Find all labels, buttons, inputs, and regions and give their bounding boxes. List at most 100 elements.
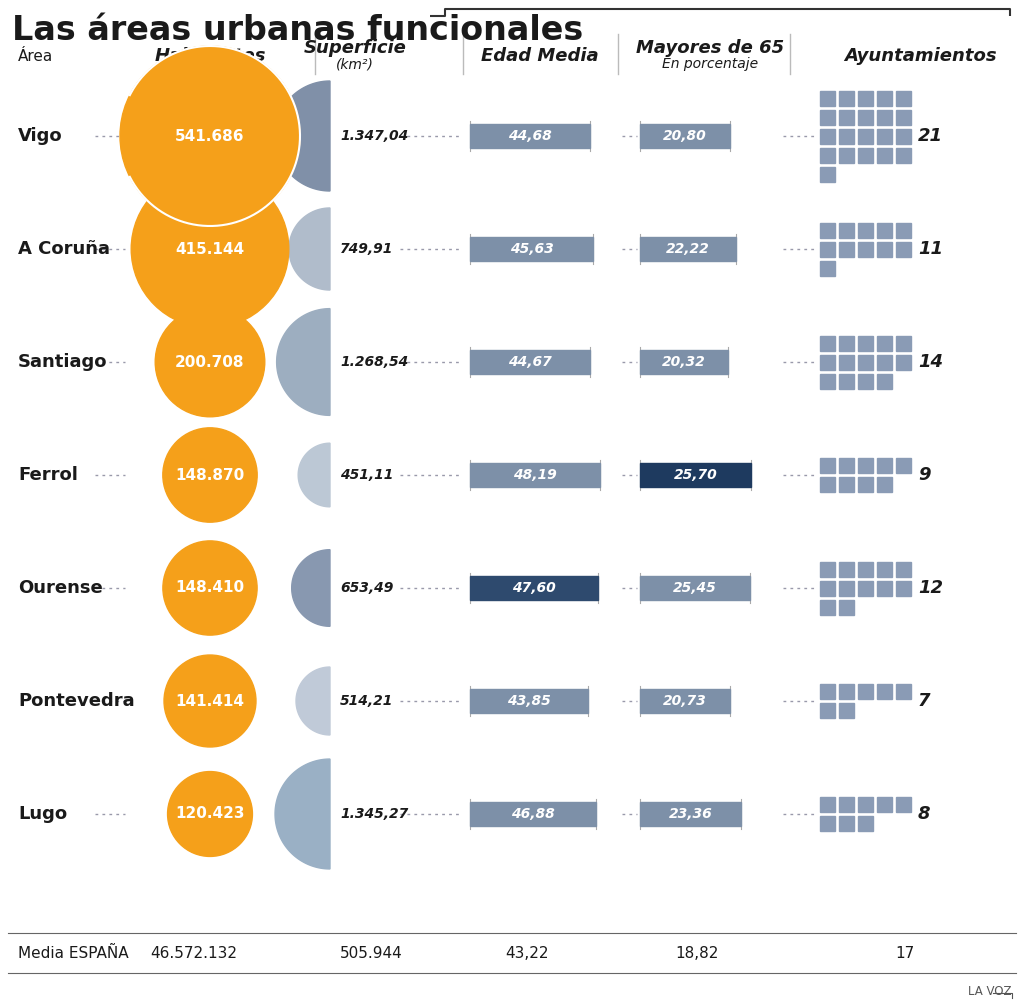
Bar <box>858 458 873 473</box>
Bar <box>858 241 873 257</box>
Bar <box>896 561 911 576</box>
Text: 22,22: 22,22 <box>667 242 710 256</box>
Bar <box>470 350 590 374</box>
Text: 9: 9 <box>918 466 931 484</box>
Bar <box>877 458 892 473</box>
Bar <box>820 148 835 163</box>
Bar <box>858 561 873 576</box>
Bar <box>820 167 835 181</box>
Text: 18,82: 18,82 <box>675 946 719 961</box>
Bar <box>820 91 835 106</box>
Bar <box>896 110 911 125</box>
Bar <box>839 222 854 237</box>
Bar <box>839 373 854 388</box>
Text: 44,67: 44,67 <box>508 355 552 369</box>
Bar <box>640 463 752 487</box>
Text: Santiago: Santiago <box>18 353 108 371</box>
Bar <box>858 129 873 144</box>
Text: 46,88: 46,88 <box>511 807 555 821</box>
Bar <box>820 354 835 369</box>
Bar <box>640 350 728 374</box>
Bar <box>877 561 892 576</box>
Text: Las áreas urbanas funcionales: Las áreas urbanas funcionales <box>12 14 584 47</box>
Text: 17: 17 <box>895 946 914 961</box>
Text: 11: 11 <box>918 240 943 258</box>
Text: Vigo: Vigo <box>18 127 62 145</box>
Bar <box>820 797 835 812</box>
Bar <box>896 797 911 812</box>
Bar <box>858 684 873 699</box>
Bar <box>839 241 854 257</box>
Circle shape <box>131 170 289 328</box>
Bar <box>877 580 892 596</box>
Text: 749,91: 749,91 <box>340 242 393 256</box>
Text: A Coruña: A Coruña <box>18 240 110 258</box>
Bar <box>640 576 751 600</box>
Polygon shape <box>276 309 330 415</box>
Text: 20,32: 20,32 <box>663 355 706 369</box>
Text: Media ESPAÑA: Media ESPAÑA <box>18 946 129 961</box>
Bar <box>820 561 835 576</box>
Bar <box>877 148 892 163</box>
Bar <box>896 354 911 369</box>
Bar <box>896 91 911 106</box>
Text: 48,19: 48,19 <box>513 468 557 482</box>
Bar <box>858 110 873 125</box>
Text: En porcentaje: En porcentaje <box>662 57 758 71</box>
Text: 47,60: 47,60 <box>512 581 556 595</box>
Bar <box>877 684 892 699</box>
Polygon shape <box>296 667 330 735</box>
Text: Mayores de 65: Mayores de 65 <box>636 39 784 57</box>
Bar <box>877 797 892 812</box>
Bar <box>877 477 892 492</box>
Text: Superficie: Superficie <box>303 39 407 57</box>
Bar <box>858 148 873 163</box>
Text: 653,49: 653,49 <box>340 581 393 595</box>
Text: 25,45: 25,45 <box>673 581 717 595</box>
Bar <box>858 797 873 812</box>
Text: 1.345,27: 1.345,27 <box>340 807 409 821</box>
Bar <box>839 797 854 812</box>
Text: 44,68: 44,68 <box>508 129 552 143</box>
Text: 1.268,54: 1.268,54 <box>340 355 409 369</box>
Bar <box>470 689 588 713</box>
Text: 200.708: 200.708 <box>175 354 245 369</box>
Bar <box>896 335 911 350</box>
Text: 25,70: 25,70 <box>674 468 718 482</box>
Text: 541.686: 541.686 <box>175 129 245 144</box>
Circle shape <box>163 428 257 522</box>
Text: Ourense: Ourense <box>18 579 102 597</box>
Text: Lugo: Lugo <box>18 805 68 823</box>
Bar <box>839 458 854 473</box>
Bar <box>858 91 873 106</box>
Text: 46.572.132: 46.572.132 <box>150 946 237 961</box>
Bar <box>470 237 593 261</box>
Bar <box>640 689 730 713</box>
Text: 8: 8 <box>918 805 931 823</box>
Circle shape <box>120 46 300 226</box>
Bar <box>896 580 911 596</box>
Bar <box>839 600 854 615</box>
Circle shape <box>163 541 257 635</box>
Bar <box>858 580 873 596</box>
Text: 505.944: 505.944 <box>340 946 402 961</box>
Text: 23,36: 23,36 <box>669 807 713 821</box>
Bar <box>820 703 835 718</box>
Bar <box>858 354 873 369</box>
Text: LA VOZ: LA VOZ <box>969 985 1012 998</box>
Bar <box>896 684 911 699</box>
Text: 1.347,04: 1.347,04 <box>340 129 409 143</box>
Bar <box>839 477 854 492</box>
Text: 45,63: 45,63 <box>510 242 553 256</box>
Bar <box>839 148 854 163</box>
Text: Ayuntamientos: Ayuntamientos <box>844 47 996 65</box>
Bar <box>470 576 598 600</box>
Text: 21: 21 <box>918 127 943 145</box>
Polygon shape <box>275 760 330 869</box>
Bar <box>877 373 892 388</box>
Bar <box>839 129 854 144</box>
Text: 20,73: 20,73 <box>664 694 707 708</box>
Bar <box>896 148 911 163</box>
Bar <box>877 129 892 144</box>
Bar <box>877 222 892 237</box>
